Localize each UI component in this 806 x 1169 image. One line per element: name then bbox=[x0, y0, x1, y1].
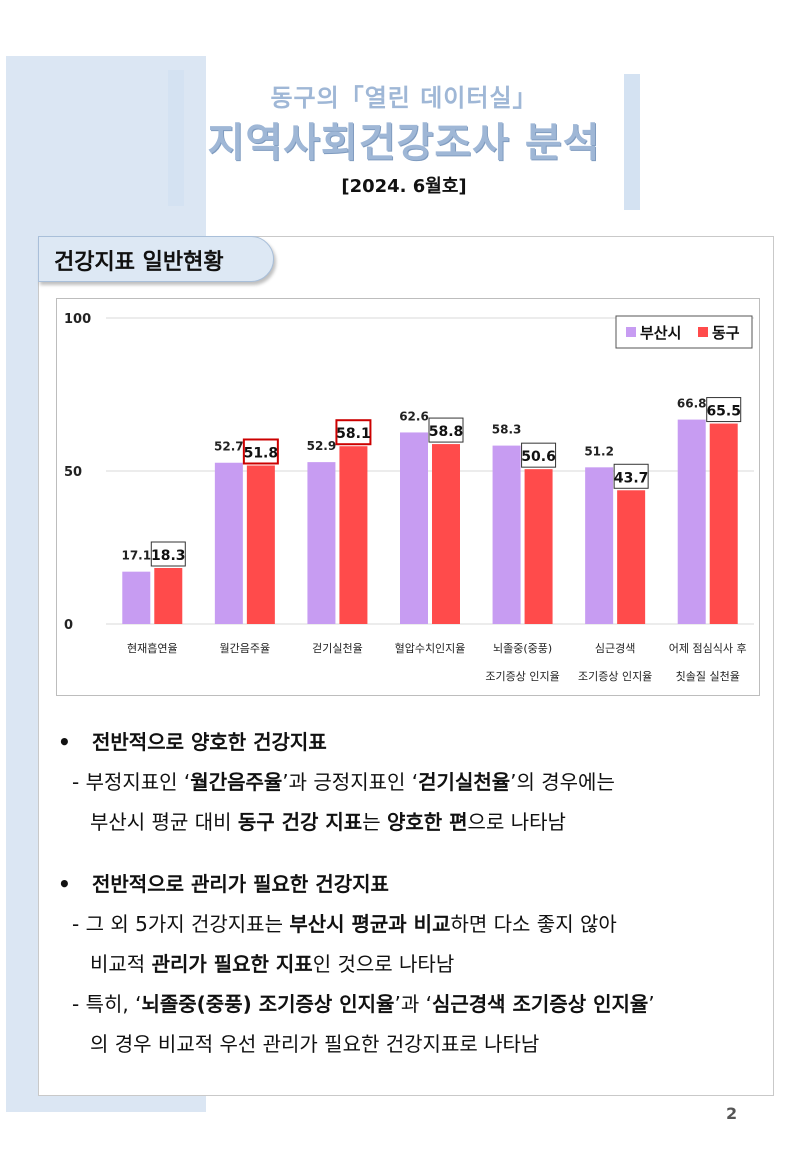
data-label-busan: 66.8 bbox=[677, 397, 707, 411]
x-tick-label: 월간음주율 bbox=[220, 642, 271, 655]
emphasis-text: 동구 건강 지표 bbox=[237, 810, 363, 834]
x-tick-label: 혈압수치인지율 bbox=[395, 641, 466, 655]
header-bar-left bbox=[168, 70, 184, 206]
bar-busan bbox=[214, 462, 243, 624]
data-label-donggu: 58.8 bbox=[429, 424, 464, 440]
data-label-box bbox=[335, 419, 372, 446]
body-text: ’ bbox=[648, 992, 655, 1016]
bullet-text-line: - 그 외 5가지 건강지표는 부산시 평균과 비교하면 다소 좋지 않아 bbox=[58, 904, 778, 944]
x-tick-label: 뇌졸중(중풍) bbox=[493, 642, 552, 655]
bullet-text-line: 비교적 관리가 필요한 지표인 것으로 나타남 bbox=[58, 944, 778, 984]
data-label-busan: 52.9 bbox=[307, 439, 337, 453]
bar-busan bbox=[492, 445, 521, 624]
emphasis-text: 양호한 편 bbox=[386, 810, 468, 834]
x-tick-label: 조기증상 인지율 bbox=[485, 670, 559, 683]
data-label-busan: 62.6 bbox=[399, 409, 429, 423]
data-label-donggu: 58.1 bbox=[336, 426, 371, 442]
header-issue: [2024. 6월호] bbox=[341, 176, 467, 197]
body-text: 부산시 평균 대비 bbox=[90, 810, 238, 834]
header-title: 지역사회건강조사 분석 bbox=[207, 120, 601, 166]
emphasis-text: 월간음주율 bbox=[190, 770, 283, 794]
body-text: - 그 외 5가지 건강지표는 bbox=[72, 912, 290, 936]
page-number: 2 bbox=[726, 1104, 738, 1123]
data-label-donggu: 43.7 bbox=[614, 470, 649, 486]
bar-donggu bbox=[709, 423, 738, 624]
body-text: 비교적 bbox=[90, 952, 152, 976]
emphasis-text: 부산시 평균과 비교 bbox=[289, 912, 451, 936]
bullet-heading-text: 전반적으로 양호한 건강지표 bbox=[92, 730, 327, 754]
body-text: 하면 다소 좋지 않아 bbox=[450, 912, 617, 936]
bullet-text-line: - 특히, ‘뇌졸중(중풍) 조기증상 인지율’과 ‘심근경색 조기증상 인지율… bbox=[58, 984, 778, 1024]
bar-donggu bbox=[339, 446, 368, 624]
bar-busan bbox=[585, 467, 614, 624]
data-label-busan: 58.3 bbox=[492, 423, 522, 437]
legend-box bbox=[615, 315, 753, 349]
emphasis-text: 뇌졸중(중풍) 조기증상 인지율 bbox=[141, 992, 395, 1016]
x-tick-label: 심근경색 bbox=[595, 642, 635, 655]
body-text: 는 bbox=[362, 810, 387, 834]
data-label-box bbox=[150, 541, 186, 567]
header-subtitle: 동구의「열린 데이터실」 bbox=[270, 84, 538, 112]
legend-swatch bbox=[626, 327, 636, 337]
emphasis-text: 걷기실천율 bbox=[418, 770, 511, 794]
legend-label: 부산시 bbox=[640, 324, 681, 342]
emphasis-text: 관리가 필요한 지표 bbox=[151, 952, 313, 976]
x-tick-label: 현재흡연율 bbox=[127, 641, 178, 655]
data-label-donggu: 50.6 bbox=[521, 449, 556, 465]
bullet-text-line: 부산시 평균 대비 동구 건강 지표는 양호한 편으로 나타남 bbox=[58, 802, 778, 842]
x-tick-label: 걷기실천율 bbox=[312, 641, 363, 655]
bar-busan bbox=[677, 419, 706, 624]
bar-busan bbox=[122, 571, 151, 624]
data-label-donggu: 65.5 bbox=[706, 404, 741, 420]
bar-busan bbox=[307, 462, 336, 624]
data-label-box bbox=[242, 438, 279, 465]
bullet-heading-text: 전반적으로 관리가 필요한 건강지표 bbox=[92, 872, 389, 896]
section-tab bbox=[38, 236, 274, 282]
bar-busan bbox=[400, 432, 428, 624]
section-title: 건강지표 일반현황 bbox=[54, 250, 224, 275]
bullet-heading: • 전반적으로 관리가 필요한 건강지표 bbox=[58, 864, 778, 904]
data-label-busan: 17.1 bbox=[121, 549, 151, 563]
bar-chart: 0 50 100 17.1 18.3 현재흡연율 52.7 51.8 월간음주율 52.958.1… bbox=[64, 312, 754, 683]
bullet-text-line: - 부정지표인 ‘월간음주율’과 긍정지표인 ‘걷기실천율’의 경우에는 bbox=[58, 762, 778, 802]
data-label-box bbox=[428, 417, 464, 443]
header-bar-right bbox=[624, 74, 640, 210]
bullet-dot: • bbox=[58, 730, 71, 754]
body-text: ’의 경우에는 bbox=[510, 770, 615, 794]
data-label-donggu: 18.3 bbox=[151, 548, 186, 564]
body-text: - 특히, ‘ bbox=[72, 992, 142, 1016]
data-label-box bbox=[706, 397, 742, 423]
body-text: 으로 나타남 bbox=[467, 810, 566, 834]
bar-donggu bbox=[154, 568, 183, 624]
bullet-section: • 전반적으로 양호한 건강지표 - 부정지표인 ‘월간음주율’과 긍정지표인 ‘걷… bbox=[58, 722, 778, 1064]
bullet-dot: • bbox=[58, 872, 71, 896]
bullet-gap bbox=[58, 842, 778, 864]
bar-donggu bbox=[524, 469, 553, 624]
legend-swatch bbox=[698, 327, 708, 337]
y-tick-label: 100 bbox=[64, 312, 91, 327]
data-label-box bbox=[613, 463, 649, 489]
bar-donggu bbox=[246, 465, 275, 624]
body-text: - 부정지표인 ‘ bbox=[72, 770, 191, 794]
data-label-box bbox=[521, 442, 557, 468]
body-text: ’과 긍정지표인 ‘ bbox=[282, 770, 419, 794]
bullet-text-line: 의 경우 비교적 우선 관리가 필요한 건강지표로 나타남 bbox=[58, 1024, 778, 1064]
bar-donggu bbox=[432, 444, 460, 624]
bullet-heading: • 전반적으로 양호한 건강지표 bbox=[58, 722, 778, 762]
data-label-busan: 52.7 bbox=[214, 440, 244, 454]
y-tick-label: 50 bbox=[64, 465, 82, 480]
y-tick-label: 0 bbox=[64, 618, 73, 633]
x-tick-label: 어제 점심식사 후 bbox=[669, 642, 747, 655]
body-text: ’과 ‘ bbox=[394, 992, 432, 1016]
x-tick-label: 조기증상 인지율 bbox=[578, 670, 652, 683]
body-text: 인 것으로 나타남 bbox=[312, 952, 455, 976]
x-tick-label: 칫솔질 실천율 bbox=[676, 669, 740, 683]
legend-label: 동구 bbox=[712, 324, 740, 342]
emphasis-text: 심근경색 조기증상 인지율 bbox=[431, 992, 649, 1016]
body-text: 의 경우 비교적 우선 관리가 필요한 건강지표로 나타남 bbox=[90, 1032, 540, 1056]
bar-donggu bbox=[617, 490, 646, 624]
data-label-busan: 51.2 bbox=[584, 444, 614, 458]
data-label-donggu: 51.8 bbox=[244, 445, 279, 461]
